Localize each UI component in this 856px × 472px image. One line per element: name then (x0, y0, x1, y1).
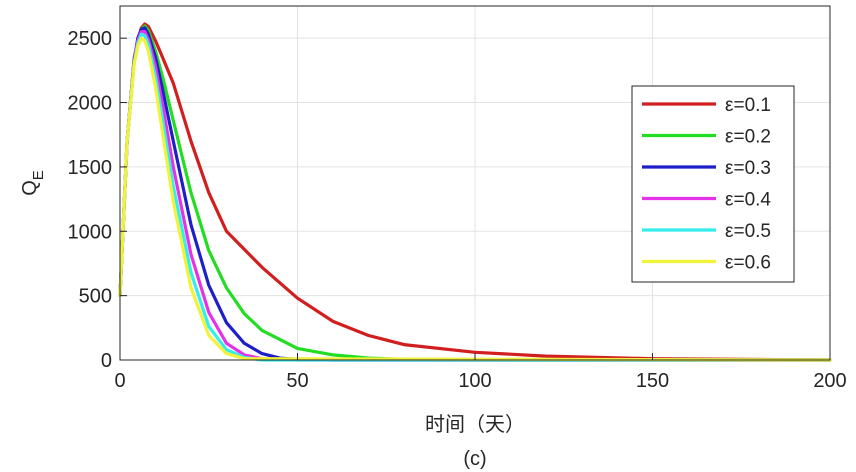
series-line-6 (118, 36, 832, 362)
y-axis-label: QE (19, 170, 47, 196)
legend-label-5: ε=0.5 (725, 221, 771, 242)
y-tick-label: 0 (101, 350, 112, 372)
legend-label-4: ε=0.4 (725, 190, 771, 211)
x-tick-label: 200 (813, 370, 846, 392)
y-tick-label: 1500 (68, 157, 113, 179)
legend-label-6: ε=0.6 (725, 253, 771, 274)
x-tick-label: 0 (114, 370, 125, 392)
figure-caption: (c) (463, 448, 486, 470)
x-tick-label: 100 (458, 370, 491, 392)
y-tick-label: 2500 (68, 28, 113, 50)
x-axis-label: 时间（天） (425, 413, 525, 436)
x-tick-label: 150 (636, 370, 669, 392)
legend-box (631, 85, 795, 283)
y-tick-label: 1000 (68, 221, 113, 243)
y-tick-label: 2000 (68, 93, 113, 115)
x-tick-label: 50 (286, 370, 308, 392)
series-lines (118, 22, 832, 362)
legend-label-2: ε=0.2 (725, 127, 771, 148)
y-axis-label-main: Q (19, 180, 41, 196)
svg-text:QE: QE (19, 170, 47, 196)
y-axis-label-subscript: E (30, 170, 47, 180)
legend-label-1: ε=0.1 (725, 95, 771, 116)
legend-label-3: ε=0.3 (725, 158, 771, 179)
y-tick-label: 500 (79, 286, 112, 308)
legend: ε=0.1 ε=0.2 ε=0.3 ε=0.4 ε=0.5 ε=0.6 (631, 85, 795, 283)
